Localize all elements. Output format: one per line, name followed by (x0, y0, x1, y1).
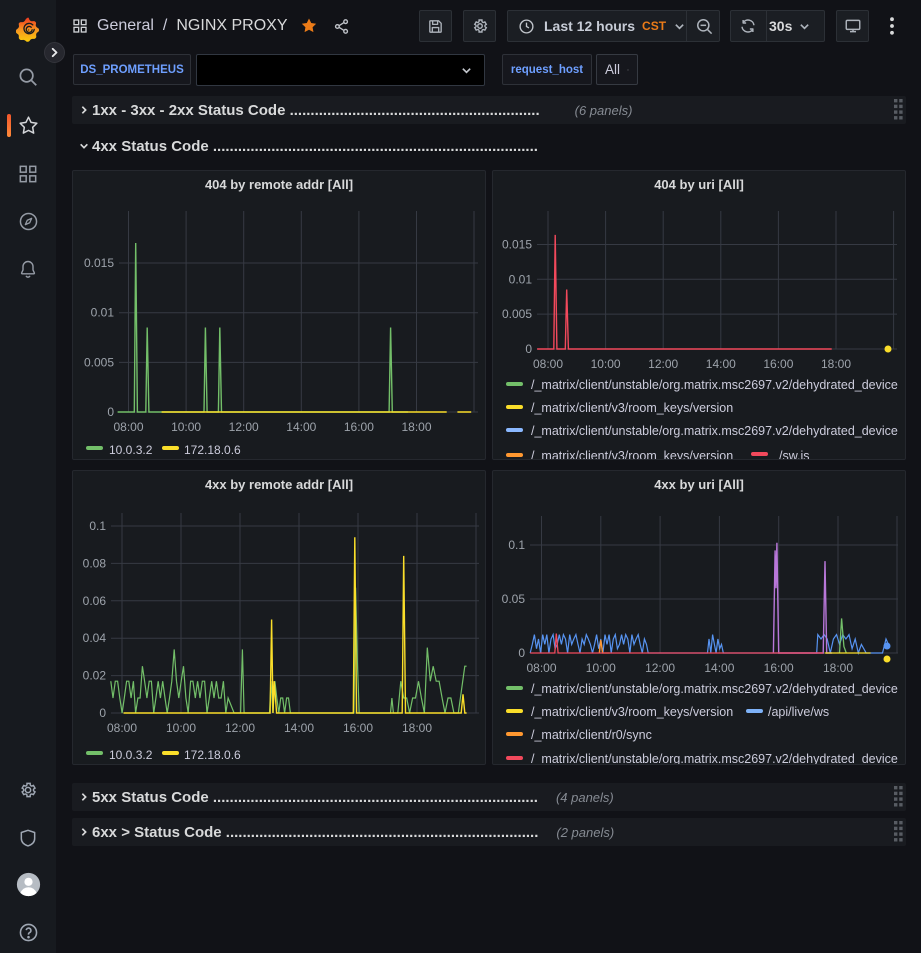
svg-text:0.01: 0.01 (91, 306, 115, 320)
svg-text:18:00: 18:00 (823, 661, 853, 675)
svg-text:/_matrix/client/v3/room_keys/v: /_matrix/client/v3/room_keys/version (531, 401, 733, 415)
svg-text:16:00: 16:00 (764, 661, 794, 675)
svg-text:12:00: 12:00 (645, 661, 675, 675)
svg-text:16:00: 16:00 (763, 357, 793, 371)
svg-text:10:00: 10:00 (591, 357, 621, 371)
svg-text:0.015: 0.015 (84, 256, 114, 270)
svg-text:08:00: 08:00 (533, 357, 563, 371)
svg-text:0: 0 (99, 706, 106, 720)
svg-text:14:00: 14:00 (704, 661, 734, 675)
svg-text:172.18.0.6: 172.18.0.6 (184, 443, 241, 457)
svg-text:10.0.3.2: 10.0.3.2 (109, 443, 153, 457)
svg-text:0: 0 (107, 405, 114, 419)
svg-text:0.005: 0.005 (502, 307, 532, 321)
svg-text:08:00: 08:00 (526, 661, 556, 675)
svg-text:12:00: 12:00 (225, 721, 255, 735)
svg-text:0: 0 (518, 646, 525, 660)
svg-text:/_matrix/client/v3/room_keys/v: /_matrix/client/v3/room_keys/version (531, 449, 733, 460)
svg-text:18:00: 18:00 (401, 420, 431, 434)
svg-text:10.0.3.2: 10.0.3.2 (109, 748, 153, 762)
svg-text:16:00: 16:00 (344, 420, 374, 434)
svg-text:/_matrix/client/unstable/org.m: /_matrix/client/unstable/org.matrix.msc2… (531, 682, 898, 696)
svg-text:08:00: 08:00 (107, 721, 137, 735)
svg-text:14:00: 14:00 (706, 357, 736, 371)
svg-text:0.04: 0.04 (83, 631, 107, 645)
svg-text:0.1: 0.1 (508, 538, 525, 552)
svg-text:0.05: 0.05 (502, 592, 526, 606)
svg-text:172.18.0.6: 172.18.0.6 (184, 748, 241, 762)
svg-text:10:00: 10:00 (166, 721, 196, 735)
svg-text:0.1: 0.1 (89, 519, 106, 533)
svg-text:0: 0 (525, 342, 532, 356)
svg-text:/_matrix/client/unstable/org.m: /_matrix/client/unstable/org.matrix.msc2… (531, 752, 898, 765)
svg-text:/sw.js: /sw.js (779, 449, 810, 460)
svg-text:0.01: 0.01 (509, 272, 533, 286)
svg-text:18:00: 18:00 (821, 357, 851, 371)
svg-text:0.02: 0.02 (83, 669, 107, 683)
svg-text:/_matrix/client/v3/room_keys/v: /_matrix/client/v3/room_keys/version (531, 705, 733, 719)
svg-text:/api/live/ws: /api/live/ws (768, 705, 829, 719)
svg-text:0.08: 0.08 (83, 556, 107, 570)
svg-text:0.06: 0.06 (83, 594, 107, 608)
svg-text:10:00: 10:00 (586, 661, 616, 675)
svg-text:12:00: 12:00 (229, 420, 259, 434)
svg-text:18:00: 18:00 (402, 721, 432, 735)
svg-text:0.015: 0.015 (502, 238, 532, 252)
svg-text:08:00: 08:00 (113, 420, 143, 434)
svg-text:16:00: 16:00 (343, 721, 373, 735)
svg-text:/_matrix/client/unstable/org.m: /_matrix/client/unstable/org.matrix.msc2… (531, 378, 898, 392)
svg-text:14:00: 14:00 (284, 721, 314, 735)
svg-text:/_matrix/client/unstable/org.m: /_matrix/client/unstable/org.matrix.msc2… (531, 424, 898, 438)
svg-text:14:00: 14:00 (286, 420, 316, 434)
svg-text:0.005: 0.005 (84, 355, 114, 369)
svg-text:10:00: 10:00 (171, 420, 201, 434)
svg-text:12:00: 12:00 (648, 357, 678, 371)
svg-text:/_matrix/client/r0/sync: /_matrix/client/r0/sync (531, 728, 652, 742)
